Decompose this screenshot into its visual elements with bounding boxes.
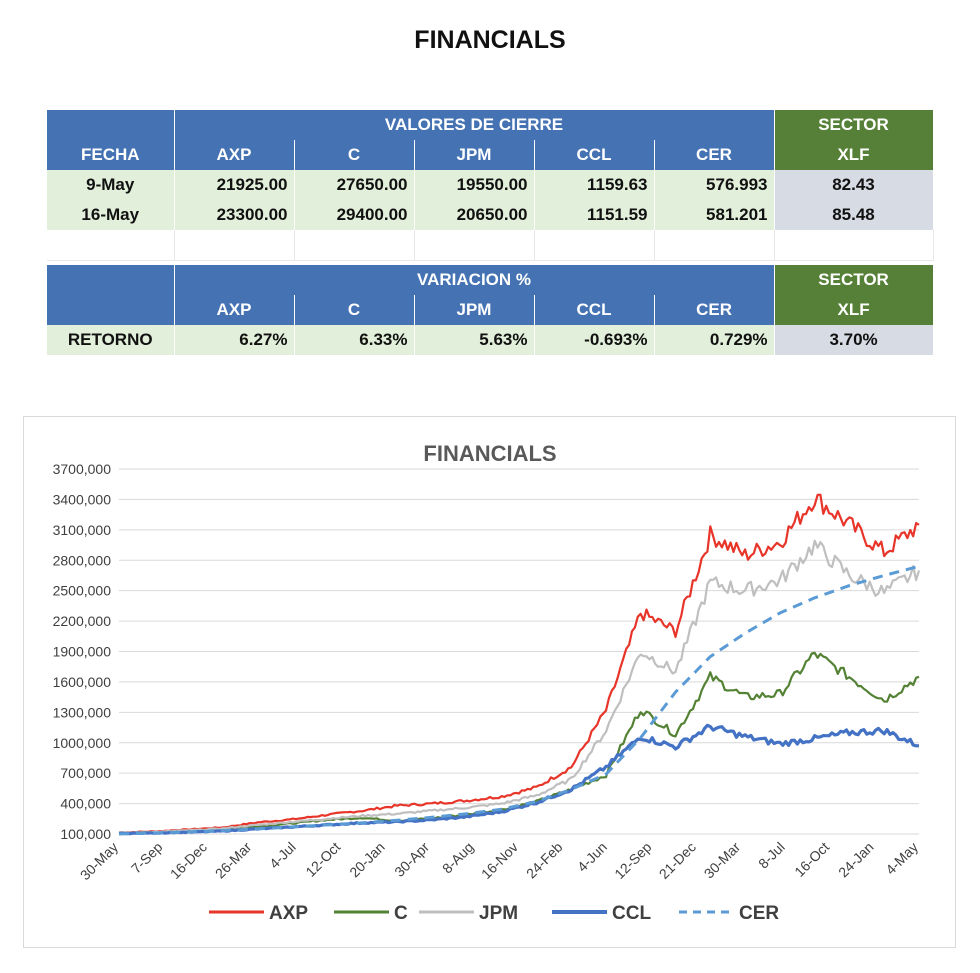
col-header-ccl: CCL [534,295,655,325]
x-tick-label: 21-Dec [656,839,699,882]
legend-label-axp: AXP [269,903,308,924]
col-header-jpm: JPM [414,140,535,170]
header-blank [47,110,175,140]
col-header-axp: AXP [174,140,295,170]
line-chart: FINANCIALS 3700,000 3400,000 3100,000 2800,… [53,441,922,924]
y-tick-label: 1000,000 [53,735,112,751]
group-label: VARIACION % [174,265,775,295]
closing-values-table: VALORES DE CIERRE SECTOR FECHA AXP C JPM… [47,110,934,261]
legend: AXP C JPM CCL CER [209,903,779,924]
x-tick-label: 16-Nov [478,839,521,882]
cell-xlf: 85.48 [774,200,934,230]
series-line-cer [118,564,920,836]
cell-axp: 21925.00 [174,170,295,200]
series-line-jpm [118,539,921,834]
x-tick-label: 12-Oct [302,839,343,880]
y-tick-label: 400,000 [60,796,111,812]
cell-date: 9-May [47,170,175,200]
y-tick-label: 3700,000 [53,461,112,477]
page-title: FINANCIALS [414,26,566,54]
y-tick-label: 3100,000 [53,522,112,538]
cell-cer: 581.201 [654,200,775,230]
x-tick-label: 16-Dec [167,839,210,882]
col-header-xlf: XLF [774,140,934,170]
spacer-row [47,230,934,261]
table-row: RETORNO 6.27% 6.33% 5.63% -0.693% 0.729%… [47,325,934,355]
chart-title: FINANCIALS [423,441,556,466]
x-tick-label: 12-Sep [611,839,654,882]
y-tick-label: 1900,000 [53,644,112,660]
cell-c: 27650.00 [294,170,415,200]
series-line-ccl [118,723,919,836]
cell-jpm: 19550.00 [414,170,535,200]
legend-label-ccl: CCL [612,903,651,924]
x-tick-label: 8-Jul [755,839,788,872]
y-tick-label: 2200,000 [53,613,112,629]
legend-label-c: C [394,903,408,924]
cell-ccl: 1159.63 [534,170,655,200]
cell-retorno-label: RETORNO [47,325,175,355]
x-tick-label: 16-Oct [791,839,832,880]
col-header-axp: AXP [174,295,295,325]
x-tick-label: 30-Mar [701,839,744,882]
chart-container: FINANCIALS 3700,000 3400,000 3100,000 2800,… [23,416,956,948]
gridlines [119,468,919,835]
col-header-cer: CER [654,295,775,325]
y-tick-label: 3400,000 [53,491,112,507]
cell-xlf: 3.70% [774,325,934,355]
y-tick-label: 2500,000 [53,583,112,599]
y-tick-label: 1600,000 [53,674,112,690]
sector-label: SECTOR [774,110,934,140]
x-tick-label: 20-Jan [346,839,388,881]
group-label: VALORES DE CIERRE [174,110,775,140]
cell-xlf: 82.43 [774,170,934,200]
x-tick-label: 24-Feb [523,839,566,882]
x-tick-label: 30-Apr [391,839,432,880]
x-axis: 30-May 7-Sep 16-Dec 26-Mar 4-Jul 12-Oct 20-Jan… [77,839,921,884]
col-header-jpm: JPM [414,295,535,325]
y-tick-label: 700,000 [60,765,111,781]
x-tick-label: 30-May [77,839,121,883]
col-header-blank [47,295,175,325]
x-tick-label: 4-Jul [266,839,299,872]
sector-label: SECTOR [774,265,934,295]
x-tick-label: 7-Sep [128,839,166,877]
cell-c: 29400.00 [294,200,415,230]
cell-ccl: 1151.59 [534,200,655,230]
series-line-axp [118,493,920,834]
col-header-cer: CER [654,140,775,170]
cell-c: 6.33% [294,325,415,355]
cell-cer: 576.993 [654,170,775,200]
x-tick-label: 26-Mar [212,839,255,882]
legend-label-jpm: JPM [479,903,518,924]
table-row: 9-May 21925.00 27650.00 19550.00 1159.63… [47,170,934,200]
cell-axp: 23300.00 [174,200,295,230]
cell-ccl: -0.693% [534,325,655,355]
x-tick-label: 24-Jan [835,839,877,881]
y-tick-label: 2800,000 [53,552,112,568]
col-header-c: C [294,295,415,325]
header-blank [47,265,175,295]
col-header-ccl: CCL [534,140,655,170]
cell-date: 16-May [47,200,175,230]
y-tick-label: 100,000 [60,826,111,842]
series-lines [118,493,921,836]
x-tick-label: 8-Aug [439,839,477,877]
cell-cer: 0.729% [654,325,775,355]
y-tick-label: 1300,000 [53,704,112,720]
legend-label-cer: CER [739,903,779,924]
table-row: 16-May 23300.00 29400.00 20650.00 1151.5… [47,200,934,230]
col-header-xlf: XLF [774,295,934,325]
cell-jpm: 5.63% [414,325,535,355]
y-axis: 3700,000 3400,000 3100,000 2800,000 2500,000… [53,461,112,842]
variation-table: VARIACION % SECTOR AXP C JPM CCL CER XLF… [47,265,934,355]
col-header-fecha: FECHA [47,140,175,170]
cell-jpm: 20650.00 [414,200,535,230]
col-header-c: C [294,140,415,170]
x-tick-label: 4-Jun [574,839,610,875]
x-tick-label: 4-May [882,839,921,878]
cell-axp: 6.27% [174,325,295,355]
